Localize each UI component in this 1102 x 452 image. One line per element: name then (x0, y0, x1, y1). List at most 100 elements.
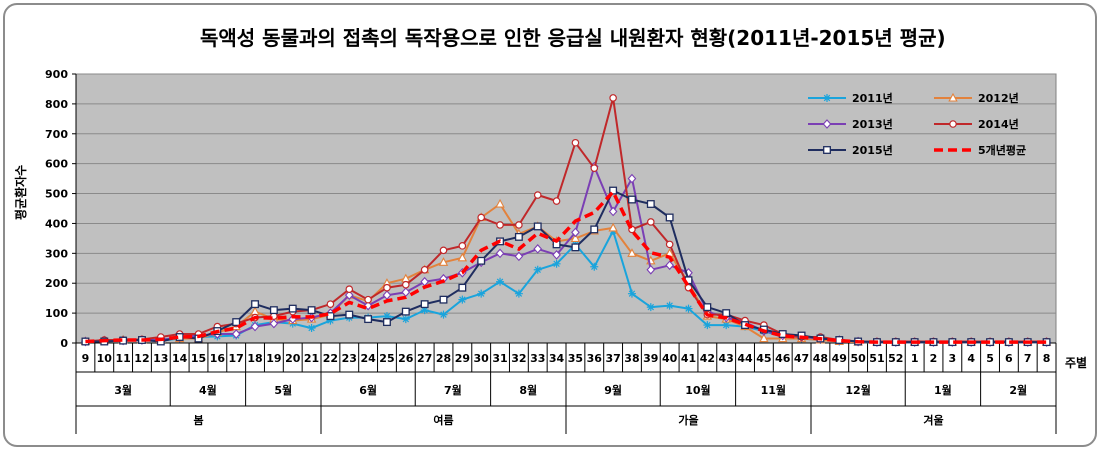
x-tick-label: 40 (662, 352, 678, 365)
series-4-point (533, 222, 542, 231)
x-tick-label: 9 (82, 352, 90, 365)
series-3-point (552, 197, 561, 205)
series-1-point (627, 248, 637, 257)
x-tick-label: 42 (700, 352, 715, 365)
series-0-point (307, 324, 316, 333)
chart-title: 독액성 동물과의 접촉의 독작용으로 인한 응급실 내원환자 현황(2011년-… (200, 26, 946, 50)
season-label: 가을 (678, 413, 698, 427)
x-tick-label: 29 (455, 352, 470, 365)
x-tick-label: 49 (832, 352, 847, 365)
series-3-point (383, 283, 391, 292)
series-2-point (495, 248, 505, 259)
x-tick-label: 33 (530, 352, 545, 365)
legend-marker (823, 146, 831, 154)
x-tick-label: 28 (436, 352, 451, 365)
series-2-point (552, 250, 561, 260)
series-3-point (496, 221, 504, 229)
series-1-point (438, 257, 449, 266)
x-tick-label: 19 (266, 352, 281, 365)
x-tick-label: 22 (323, 352, 338, 365)
series-0-point (627, 289, 636, 298)
x-tick-label: 37 (605, 352, 620, 365)
x-tick-label: 47 (794, 352, 809, 365)
series-4-point (251, 300, 259, 309)
series-3-point (364, 295, 372, 304)
month-label: 11월 (761, 383, 786, 397)
series-3-point (420, 265, 429, 274)
y-tick-label: 900 (45, 68, 68, 81)
x-tick-label: 21 (304, 352, 319, 365)
series-2-point (514, 251, 524, 262)
x-tick-label: 23 (342, 352, 357, 365)
series-4-point (477, 256, 486, 265)
x-tick-label: 35 (568, 352, 583, 365)
x-tick-label: 45 (756, 352, 771, 365)
x-tick-label: 26 (398, 352, 414, 365)
x-tick-label: 7 (1024, 352, 1032, 365)
series-2-point (363, 300, 373, 311)
series-4-point (722, 309, 731, 318)
series-4-point (288, 304, 297, 313)
series-3-point (326, 300, 335, 308)
series-2-point (627, 173, 637, 184)
series-4-point (439, 295, 448, 304)
series-4-point (364, 315, 373, 324)
series-4-point (571, 243, 580, 252)
x-tick-label: 32 (511, 352, 526, 365)
x-tick-label: 50 (850, 352, 866, 365)
series-0-point (665, 301, 674, 310)
x-tick-label: 15 (191, 352, 206, 365)
series-4-point (420, 300, 429, 309)
x-tick-label: 13 (153, 352, 168, 365)
series-0-point (420, 306, 429, 315)
x-tick-label: 52 (888, 352, 903, 365)
series-4-point (232, 318, 241, 327)
series-0-point (590, 262, 599, 271)
y-tick-label: 100 (45, 307, 68, 320)
y-tick-label: 400 (45, 217, 68, 230)
x-tick-label: 16 (210, 352, 226, 365)
x-tick-label: 46 (775, 352, 791, 365)
legend-label: 2011년 (852, 91, 893, 105)
series-0-point (703, 321, 712, 330)
series-3-point (477, 213, 485, 222)
series-4-point (703, 303, 712, 312)
month-label: 1월 (934, 383, 952, 397)
month-label: 4월 (199, 383, 217, 397)
x-tick-label: 36 (587, 352, 603, 365)
legend-label: 2015년 (852, 143, 893, 157)
series-3-point (533, 191, 542, 199)
legend-marker (822, 119, 832, 129)
series-4-point (269, 306, 278, 315)
series-4-point (345, 310, 354, 319)
series-0-point (722, 321, 731, 330)
x-tick-label: 30 (474, 352, 490, 365)
series-1-point (457, 252, 468, 262)
series-3-point (515, 221, 523, 229)
month-label: 8월 (519, 383, 537, 397)
series-3-point (345, 285, 354, 294)
series-4-point (646, 200, 655, 208)
x-tick-label: 48 (813, 352, 828, 365)
series-4-point (665, 213, 674, 222)
legend-marker (823, 94, 831, 102)
series-3-point (609, 94, 617, 102)
y-tick-label: 500 (45, 188, 68, 201)
series-3-point (458, 242, 467, 250)
series-4-point (383, 318, 391, 327)
series-2-point (344, 290, 354, 300)
series-3-point (647, 218, 655, 226)
series-0-point (439, 310, 448, 319)
legend-label: 2014년 (978, 117, 1019, 131)
series-4-point (307, 306, 316, 315)
x-tick-label: 2 (930, 352, 938, 365)
legend-label: 2012년 (978, 91, 1019, 105)
x-tick-label: 10 (97, 352, 113, 365)
series-0-point (326, 316, 335, 325)
y-tick-label: 800 (45, 98, 68, 111)
x-tick-label: 24 (360, 352, 376, 365)
series-0-point (533, 265, 542, 274)
y-tick-label: 0 (60, 337, 68, 350)
series-2-point (571, 227, 580, 238)
